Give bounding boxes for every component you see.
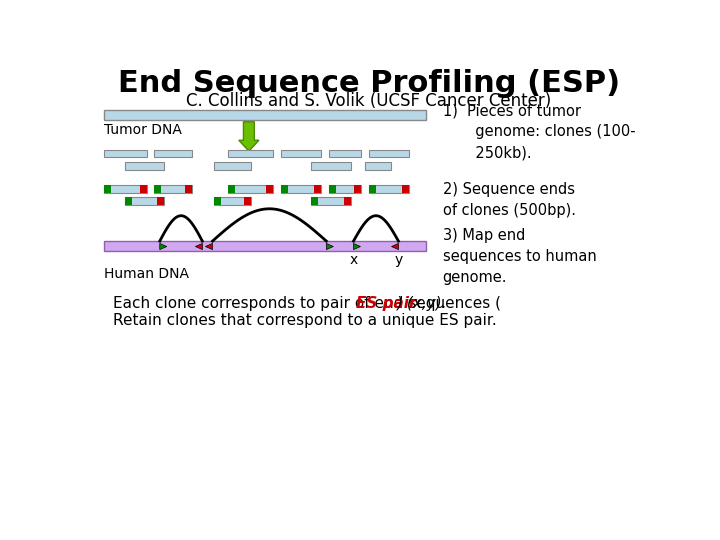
FancyBboxPatch shape	[104, 241, 426, 251]
FancyBboxPatch shape	[314, 185, 321, 193]
FancyBboxPatch shape	[185, 185, 192, 193]
Polygon shape	[354, 244, 361, 249]
FancyBboxPatch shape	[329, 185, 336, 193]
FancyBboxPatch shape	[311, 197, 351, 205]
FancyBboxPatch shape	[228, 185, 235, 193]
FancyBboxPatch shape	[329, 185, 361, 193]
FancyBboxPatch shape	[125, 197, 132, 205]
Text: 3) Map end
sequences to human
genome.: 3) Map end sequences to human genome.	[443, 228, 596, 285]
FancyBboxPatch shape	[214, 197, 221, 205]
Text: C. Collins and S. Volik (UCSF Cancer Center): C. Collins and S. Volik (UCSF Cancer Cen…	[186, 92, 552, 110]
Text: x: x	[349, 253, 358, 267]
Text: ES pair: ES pair	[356, 296, 417, 311]
Text: Each clone corresponds to pair of end sequences (: Each clone corresponds to pair of end se…	[113, 296, 501, 311]
FancyBboxPatch shape	[104, 150, 147, 157]
FancyBboxPatch shape	[344, 197, 351, 205]
FancyBboxPatch shape	[228, 185, 273, 193]
Text: Retain clones that correspond to a unique ES pair.: Retain clones that correspond to a uniqu…	[113, 313, 497, 328]
FancyBboxPatch shape	[214, 162, 251, 170]
Text: Human DNA: Human DNA	[104, 267, 189, 281]
FancyBboxPatch shape	[125, 162, 163, 170]
FancyBboxPatch shape	[228, 150, 273, 157]
FancyBboxPatch shape	[369, 150, 409, 157]
FancyBboxPatch shape	[104, 185, 147, 193]
FancyBboxPatch shape	[104, 185, 111, 193]
Polygon shape	[160, 244, 167, 249]
Text: y: y	[395, 253, 402, 267]
FancyBboxPatch shape	[153, 150, 192, 157]
Text: End Sequence Profiling (ESP): End Sequence Profiling (ESP)	[118, 69, 620, 98]
FancyBboxPatch shape	[153, 185, 161, 193]
Polygon shape	[392, 244, 398, 249]
Polygon shape	[195, 244, 202, 249]
FancyBboxPatch shape	[140, 185, 147, 193]
FancyBboxPatch shape	[281, 150, 321, 157]
Text: 2) Sequence ends
of clones (500bp).: 2) Sequence ends of clones (500bp).	[443, 182, 575, 218]
FancyBboxPatch shape	[157, 197, 163, 205]
Text: Tumor DNA: Tumor DNA	[104, 123, 182, 137]
Polygon shape	[239, 122, 259, 151]
FancyBboxPatch shape	[311, 162, 351, 170]
FancyBboxPatch shape	[266, 185, 273, 193]
Polygon shape	[326, 244, 333, 249]
FancyBboxPatch shape	[365, 162, 392, 170]
FancyBboxPatch shape	[214, 197, 251, 205]
FancyBboxPatch shape	[281, 185, 321, 193]
Text: ) (x,y).: ) (x,y).	[397, 296, 448, 311]
FancyBboxPatch shape	[354, 185, 361, 193]
FancyBboxPatch shape	[153, 185, 192, 193]
FancyBboxPatch shape	[311, 197, 318, 205]
FancyBboxPatch shape	[104, 110, 426, 120]
Polygon shape	[205, 244, 212, 249]
FancyBboxPatch shape	[329, 150, 361, 157]
Text: 1)  Pieces of tumor
       genome: clones (100-
       250kb).: 1) Pieces of tumor genome: clones (100- …	[443, 103, 635, 160]
FancyBboxPatch shape	[402, 185, 409, 193]
FancyBboxPatch shape	[281, 185, 287, 193]
FancyBboxPatch shape	[244, 197, 251, 205]
FancyBboxPatch shape	[369, 185, 409, 193]
FancyBboxPatch shape	[125, 197, 163, 205]
FancyBboxPatch shape	[369, 185, 376, 193]
